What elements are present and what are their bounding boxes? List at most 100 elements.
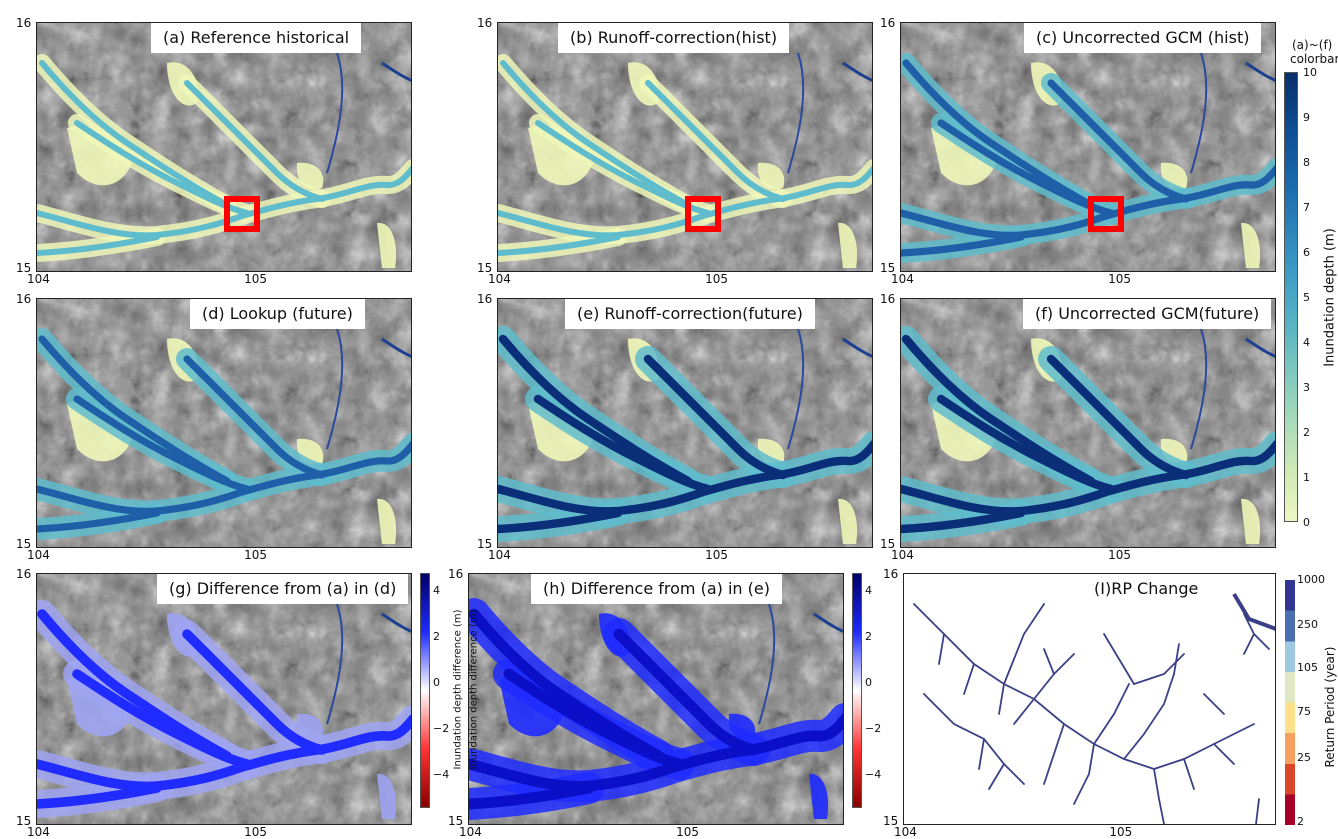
river-segment xyxy=(1203,693,1225,715)
floodplain-patch xyxy=(931,125,996,186)
map-panel-e: (e) Runoff-correction(future) xyxy=(497,298,873,548)
depth-colorbar-tick: 9 xyxy=(1303,111,1310,124)
map-panel-a: (a) Reference historical xyxy=(36,22,412,272)
river-channel xyxy=(183,355,326,479)
panel-title-c: (c) Uncorrected GCM (hist) xyxy=(1024,23,1262,53)
map-panel-f: (f) Uncorrected GCM(future) xyxy=(900,298,1276,548)
depth-colorbar-tick: 1 xyxy=(1303,471,1310,484)
river-channel xyxy=(469,782,595,810)
lat-tick-bottom: 15 xyxy=(477,537,493,551)
river-segment xyxy=(1123,673,1175,760)
diff-colorbar-tick: 2 xyxy=(865,630,872,643)
lat-tick-bottom: 15 xyxy=(880,261,896,275)
lat-tick-bottom: 15 xyxy=(883,814,899,828)
river-channel xyxy=(500,60,691,208)
inundation-map-b xyxy=(498,23,872,271)
river-channel xyxy=(1245,61,1275,82)
river-segment xyxy=(1033,653,1075,700)
lat-tick-bottom: 15 xyxy=(448,814,464,828)
river-segment xyxy=(1043,723,1065,785)
river-channel xyxy=(902,59,1095,209)
river-segment xyxy=(1183,758,1195,790)
return-period-river-map xyxy=(913,592,1275,824)
diff-colorbar-tick: 4 xyxy=(865,584,872,597)
rp-colorbar-tick: 105 xyxy=(1297,661,1318,674)
floodplain-patch xyxy=(1241,498,1261,544)
river-channel xyxy=(645,80,786,202)
lon-tick-left: 104 xyxy=(488,272,511,286)
diff-colorbar-tick: 0 xyxy=(865,676,872,689)
river-segment xyxy=(1093,683,1130,745)
panel-title-b: (b) Runoff-correction(hist) xyxy=(558,23,790,53)
diff-colorbar-label-h: Inundation depth difference (m) xyxy=(468,609,480,770)
river-channel xyxy=(182,629,327,755)
depth-colorbar-tick: 6 xyxy=(1303,246,1310,259)
lat-tick-top: 16 xyxy=(16,16,32,30)
lat-tick-top: 16 xyxy=(883,567,899,581)
river-channel xyxy=(787,328,805,450)
depth-colorbar-tick: 7 xyxy=(1303,201,1310,214)
river-channel xyxy=(1046,354,1191,480)
rp-colorbar-tick: 1000 xyxy=(1297,573,1325,586)
map-panel-h: (h) Difference from (a) in (e) xyxy=(468,573,844,825)
depth-colorbar-tick: 3 xyxy=(1303,381,1310,394)
floodplain-patch xyxy=(838,222,858,268)
river-channel xyxy=(381,337,411,358)
lon-tick-mid: 105 xyxy=(244,825,267,839)
lon-tick-mid: 105 xyxy=(1108,272,1131,286)
lon-tick-mid: 105 xyxy=(676,825,699,839)
river-channel xyxy=(901,233,1025,257)
diff-colorbar-tick: 2 xyxy=(433,630,440,643)
depth-colorbar-tick: 8 xyxy=(1303,156,1310,169)
lon-tick-left: 104 xyxy=(27,825,50,839)
river-channel xyxy=(326,52,344,174)
diff-colorbar-tick: −2 xyxy=(433,722,450,735)
lat-tick-top: 16 xyxy=(477,16,493,30)
lat-tick-bottom: 15 xyxy=(16,814,32,828)
river-channel xyxy=(503,668,685,770)
river-channel xyxy=(936,394,1116,494)
lon-tick-mid: 105 xyxy=(1109,825,1133,839)
river-channel xyxy=(901,508,1026,534)
lon-tick-mid: 105 xyxy=(1108,548,1131,562)
river-channel xyxy=(37,441,411,515)
river-segment xyxy=(1103,633,1135,685)
river-channel xyxy=(1190,52,1208,174)
floodplain-patch xyxy=(809,773,829,819)
floodplain-patch xyxy=(1241,222,1261,268)
river-channel xyxy=(498,508,623,534)
lat-tick-top: 16 xyxy=(448,567,464,581)
river-segment xyxy=(1013,698,1035,725)
inundation-map-e xyxy=(498,299,872,547)
river-segment xyxy=(1153,768,1165,824)
river-segment xyxy=(1043,648,1055,675)
depth-colorbar-tick: 0 xyxy=(1303,516,1310,529)
river-channel xyxy=(842,337,872,358)
river-channel xyxy=(758,603,776,725)
lon-tick-left: 104 xyxy=(27,272,50,286)
lon-tick-mid: 105 xyxy=(705,548,728,562)
panel-title-g: (g) Difference from (a) in (d) xyxy=(157,574,409,604)
depth-colorbar-header-2: colorbar xyxy=(1290,52,1338,66)
river-channel xyxy=(72,669,252,769)
river-segment xyxy=(913,603,1255,770)
river-segment xyxy=(1073,743,1095,805)
floodplain-patch xyxy=(67,125,132,186)
depth-colorbar-tick: 2 xyxy=(1303,426,1310,439)
river-segment xyxy=(1173,643,1180,675)
river-channel xyxy=(533,394,713,494)
diff-colorbar-label-g: Inundation depth difference (m) xyxy=(452,609,464,770)
depth-colorbar-tick: 5 xyxy=(1303,291,1310,304)
inundation-map-a xyxy=(37,23,411,271)
panel-title-f: (f) Uncorrected GCM(future) xyxy=(1023,299,1272,329)
floodplain-patch xyxy=(377,222,397,268)
depth-colorbar xyxy=(1284,72,1298,522)
river-channel xyxy=(37,509,161,533)
river-segment xyxy=(1003,603,1045,685)
panel-title-h: (h) Difference from (a) in (e) xyxy=(531,574,782,604)
river-channel xyxy=(498,234,621,256)
map-panel-i: (I)RP Change xyxy=(903,573,1276,825)
river-channel xyxy=(643,354,788,480)
river-segment xyxy=(988,763,1005,790)
lat-tick-top: 16 xyxy=(16,292,32,306)
